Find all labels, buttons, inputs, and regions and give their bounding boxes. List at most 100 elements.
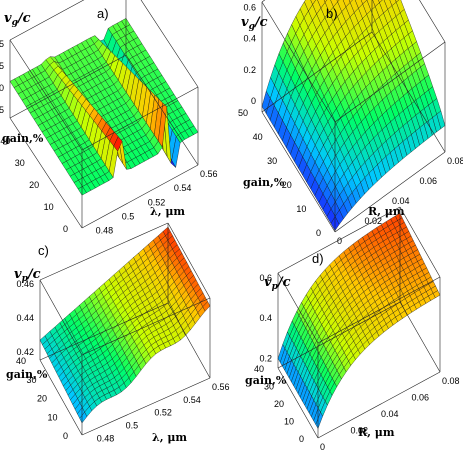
box-edge bbox=[9, 117, 83, 229]
x-tick-label: 0 bbox=[320, 442, 325, 452]
y-axis-label: gain,% bbox=[6, 368, 48, 381]
y-tick-label: 30 bbox=[26, 375, 36, 385]
y-tick-label: 30 bbox=[264, 382, 274, 392]
box-edge bbox=[39, 302, 169, 361]
z-axis-label: vp/c bbox=[264, 275, 291, 292]
box-edge bbox=[261, 111, 336, 233]
panel-label: c) bbox=[38, 243, 49, 258]
box-edge bbox=[317, 371, 441, 439]
surface-mesh bbox=[277, 212, 441, 429]
x-tick-label: 0.54 bbox=[174, 183, 192, 193]
box-edge bbox=[140, 0, 199, 88]
box-edge bbox=[81, 297, 211, 356]
x-tick-label: 0.02 bbox=[351, 426, 369, 436]
x-tick-label: 0.08 bbox=[442, 376, 460, 386]
box-edge bbox=[419, 0, 446, 43]
x-tick-label: 0.5 bbox=[122, 212, 135, 222]
y-axis-label: gain,% bbox=[245, 374, 287, 387]
x-tick-label: 0.04 bbox=[392, 196, 410, 206]
x-tick-labels: 0 0.02 0.04 0.06 0.08 bbox=[337, 156, 463, 246]
z-tick-label: 0.5 bbox=[0, 39, 4, 49]
surface-cell bbox=[315, 411, 323, 429]
box-edge bbox=[261, 1, 336, 123]
x-tick-labels: 0.48 0.5 0.52 0.54 0.56 bbox=[97, 382, 230, 443]
surface-mesh bbox=[39, 226, 211, 424]
surface-cell bbox=[323, 0, 328, 3]
box-edge bbox=[277, 272, 319, 344]
z-tick-label: 0.42 bbox=[16, 347, 34, 357]
y-tick-label: 10 bbox=[44, 202, 54, 212]
box-edge bbox=[167, 302, 211, 379]
box-edge bbox=[277, 206, 401, 274]
panel-c: c) vp/c gain,% λ, μm 0.48 0.5 0.52 0.54 0.56… bbox=[6, 222, 230, 444]
box-edge bbox=[81, 377, 211, 436]
z-tick-label: 0 bbox=[0, 83, 4, 93]
y-tick-label: 10 bbox=[47, 412, 57, 422]
box-edge bbox=[334, 41, 446, 123]
panel-label: a) bbox=[97, 6, 109, 21]
box-edge bbox=[261, 31, 373, 113]
y-tick-label: 40 bbox=[0, 136, 10, 146]
box-edge bbox=[81, 164, 199, 229]
x-axis-label: R, μm bbox=[368, 205, 405, 218]
panel-d: d) vp/c gain,% R, μm 0 0.02 0.04 0.06 0.08 0… bbox=[245, 206, 460, 452]
y-tick-label: 40 bbox=[254, 364, 264, 374]
y-tick-label: 0 bbox=[63, 431, 68, 441]
z-tick-labels: 0.6 0.4 0.2 0 bbox=[243, 3, 256, 107]
z-tick-labels: 0.5 0.25 0 -0.25 bbox=[0, 39, 4, 115]
y-tick-label: 50 bbox=[238, 108, 248, 118]
surface-cell bbox=[79, 411, 88, 424]
y-tick-label: 10 bbox=[284, 417, 294, 427]
bounding-box bbox=[261, 0, 446, 233]
x-axis-label: R, μm bbox=[358, 426, 395, 439]
z-tick-label: 0.2 bbox=[243, 65, 256, 75]
y-tick-label: 40 bbox=[253, 132, 263, 142]
x-axis-label: λ, μm bbox=[150, 205, 185, 218]
box-edge bbox=[399, 206, 441, 278]
x-tick-label: 0.56 bbox=[200, 169, 218, 179]
panel-label: d) bbox=[312, 251, 324, 266]
box-edge bbox=[167, 222, 211, 299]
y-tick-label: 30 bbox=[267, 156, 277, 166]
box-edge bbox=[125, 54, 199, 166]
surface-mesh bbox=[261, 0, 446, 231]
y-tick-label: 20 bbox=[274, 399, 284, 409]
z-axis-label: vg/c bbox=[241, 15, 268, 32]
z-tick-labels: 0.6 0.4 0.2 bbox=[259, 273, 272, 364]
y-axis-label: gain,% bbox=[243, 176, 285, 189]
x-tick-label: 0.56 bbox=[212, 382, 230, 392]
y-tick-label: 20 bbox=[282, 180, 292, 190]
z-tick-label: 0.4 bbox=[243, 34, 256, 44]
y-tick-label: 0 bbox=[63, 224, 68, 234]
panel-b: b) vg/c gain,% R, μm 0 0.02 0.04 0.06 0.08 0… bbox=[238, 0, 463, 246]
z-tick-labels: 0.46 0.44 0.42 bbox=[16, 279, 34, 357]
y-tick-label: 20 bbox=[37, 394, 47, 404]
panel-label: b) bbox=[326, 6, 338, 21]
z-axis-label: vg/c bbox=[4, 11, 31, 28]
y-axis-label: gain,% bbox=[2, 132, 44, 145]
y-tick-label: 10 bbox=[296, 204, 306, 214]
z-tick-label: 0.6 bbox=[243, 3, 256, 13]
x-axis-label: λ, μm bbox=[152, 431, 187, 444]
x-tick-label: 0.54 bbox=[183, 395, 201, 405]
y-tick-label: 40 bbox=[16, 356, 26, 366]
x-tick-label: 0 bbox=[337, 236, 342, 246]
bounding-box bbox=[39, 222, 211, 436]
surface-mesh bbox=[9, 18, 199, 196]
z-tick-label: 0.25 bbox=[0, 61, 4, 71]
box-edge bbox=[371, 31, 446, 153]
x-tick-label: 0.06 bbox=[412, 393, 430, 403]
box-edge bbox=[277, 301, 401, 369]
z-tick-label: 0.2 bbox=[259, 354, 272, 364]
y-tick-label: 20 bbox=[29, 180, 39, 190]
box-edge bbox=[9, 39, 83, 151]
x-tick-label: 0.04 bbox=[381, 409, 399, 419]
x-tick-label: 0.06 bbox=[420, 176, 438, 186]
box-edge bbox=[317, 276, 441, 344]
box-edge bbox=[277, 367, 319, 439]
z-tick-label: 0.44 bbox=[16, 313, 34, 323]
